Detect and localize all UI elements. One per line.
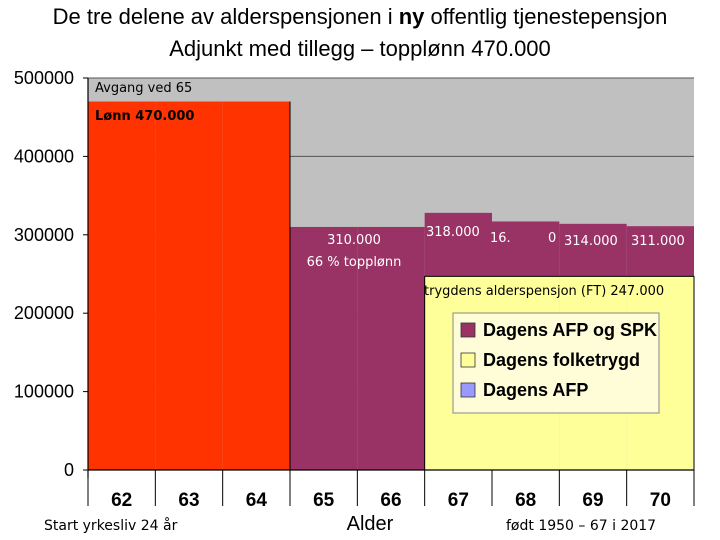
annotation-0: 0 [548,231,556,246]
y-tick-label: 200000 [14,303,74,323]
annotation-310000: 310.000 [327,233,381,248]
y-tick-label: 0 [64,460,74,480]
x-tick-label: 64 [246,490,268,511]
y-tick-label: 400000 [14,146,74,166]
annotation-311000: 311.000 [631,234,685,249]
annotation-318000: 318.000 [426,225,480,240]
legend-swatch [460,352,476,368]
x-tick-label: 66 [380,490,401,511]
legend-label: Dagens AFP og SPK [483,320,657,340]
chart-title-line1: De tre delene av alderspensjonen i ny of… [52,4,668,29]
x-tick-label: 69 [582,490,603,511]
bar-salary-62 [88,101,156,471]
y-tick-label: 300000 [14,225,74,245]
x-tick-label: 65 [313,490,335,511]
annotation-avgang: Avgang ved 65 [95,81,192,96]
annotation-66pct: 66 % topplønn [307,255,402,270]
annotation-314000: 314.000 [564,234,618,249]
bar-afp_spk-67 [424,212,492,277]
legend-label: Dagens AFP [483,380,588,400]
bar-afp_spk-66 [357,226,425,470]
bar-salary-63 [155,101,223,471]
x-tick-label: 63 [178,490,199,511]
legend-label: Dagens folketrygd [483,350,640,370]
x-tick-label: 62 [111,490,132,511]
legend-swatch [460,382,476,398]
chart-title-line2: Adjunkt med tillegg – topplønn 470.000 [169,36,551,61]
footer-born-note: født 1950 – 67 i 2017 [506,518,657,534]
footer-start-note: Start yrkesliv 24 år [44,518,178,534]
annotation-16: 16. [490,231,511,246]
x-tick-label: 70 [650,490,671,511]
legend-swatch [460,322,476,338]
x-tick-label: 68 [515,490,536,511]
bar-afp_spk-70 [626,226,694,277]
bar-afp_spk-69 [559,223,627,277]
x-axis-label: Alder [347,513,394,535]
y-tick-label: 100000 [14,382,74,402]
bar-salary-64 [222,101,290,471]
annotation-folketrygd: trygdens alderspensjon (FT) 247.000 [424,284,664,299]
bar-afp_spk-65 [290,226,358,470]
y-tick-label: 500000 [14,68,74,88]
annotation-lonn: Lønn 470.000 [95,109,194,124]
legend-box [452,312,660,414]
x-tick-label: 67 [448,490,469,511]
bar-afp_spk-68 [492,221,560,277]
